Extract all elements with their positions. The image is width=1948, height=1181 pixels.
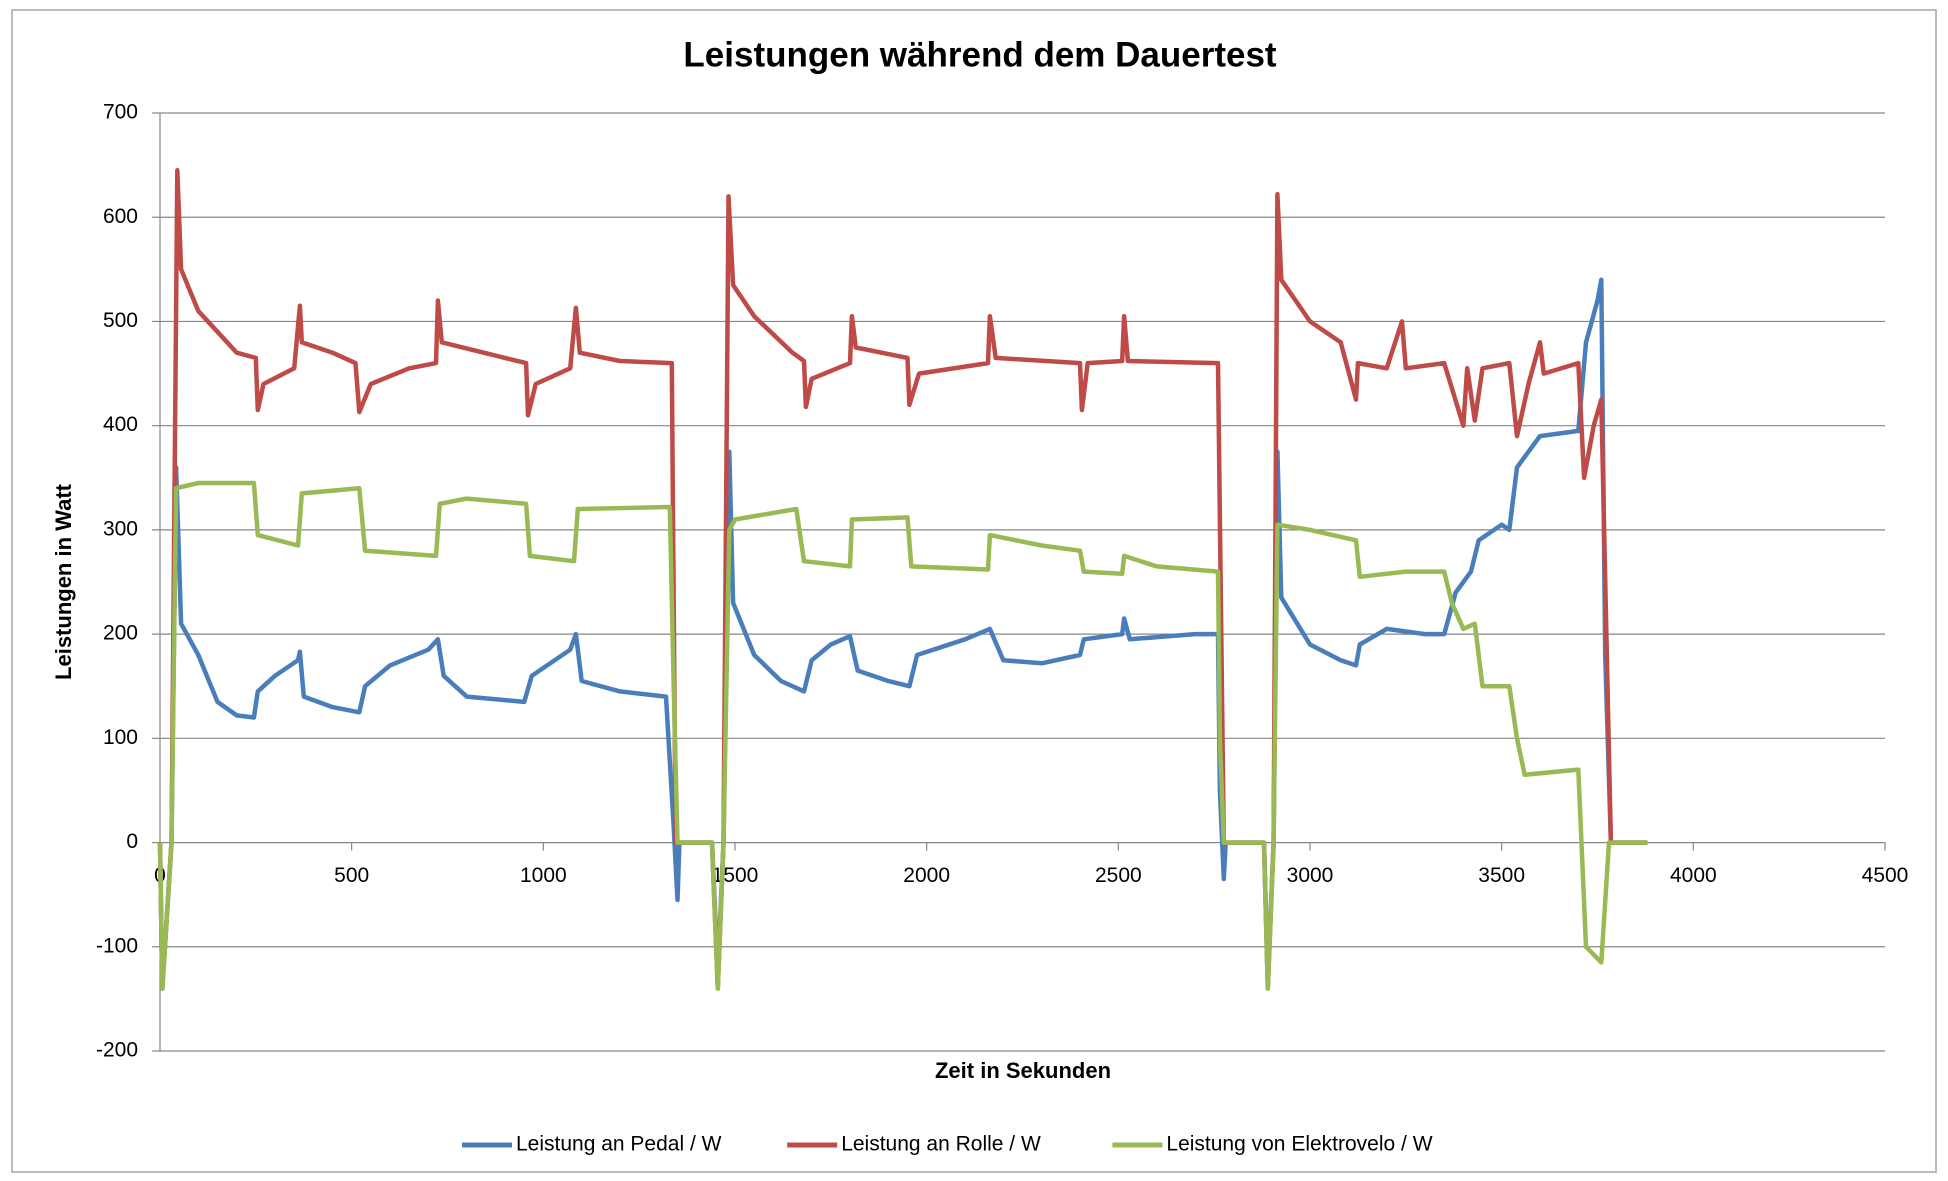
data-line	[157, 480, 1648, 991]
y-tick-label: 300	[103, 517, 138, 540]
data-line	[157, 168, 1648, 991]
x-tick-label: 3000	[1287, 864, 1334, 887]
data-line	[157, 277, 1648, 991]
legend-label: Leistung an Pedal / W	[516, 1133, 722, 1156]
x-axis-label: Zeit in Sekunden	[935, 1058, 1111, 1083]
y-tick-label: 500	[103, 309, 138, 332]
y-tick-label: 100	[103, 726, 138, 749]
chart-title: Leistungen während dem Dauertest	[683, 35, 1277, 74]
x-tick-label: 4000	[1670, 864, 1717, 887]
x-tick-label: 4500	[1862, 864, 1909, 887]
y-tick-label: -200	[96, 1039, 138, 1062]
x-tick-label: 1500	[712, 864, 759, 887]
y-tick-label: 200	[103, 622, 138, 645]
x-tick-label: 2000	[903, 864, 950, 887]
x-tick-label: 3500	[1478, 864, 1525, 887]
x-tick-label: 2500	[1095, 864, 1142, 887]
y-tick-label: 600	[103, 205, 138, 228]
legend-label: Leistung an Rolle / W	[841, 1133, 1041, 1156]
legend-label: Leistung von Elektrovelo / W	[1166, 1133, 1432, 1156]
chart-border	[11, 9, 1937, 1173]
y-tick-label: 400	[103, 413, 138, 436]
y-tick-label: -100	[96, 934, 138, 957]
y-tick-label: 700	[103, 101, 138, 124]
x-tick-label: 1000	[520, 864, 567, 887]
y-axis-label: Leistungen in Watt	[51, 483, 76, 680]
x-tick-label: 500	[334, 864, 369, 887]
y-tick-label: 0	[126, 830, 138, 853]
